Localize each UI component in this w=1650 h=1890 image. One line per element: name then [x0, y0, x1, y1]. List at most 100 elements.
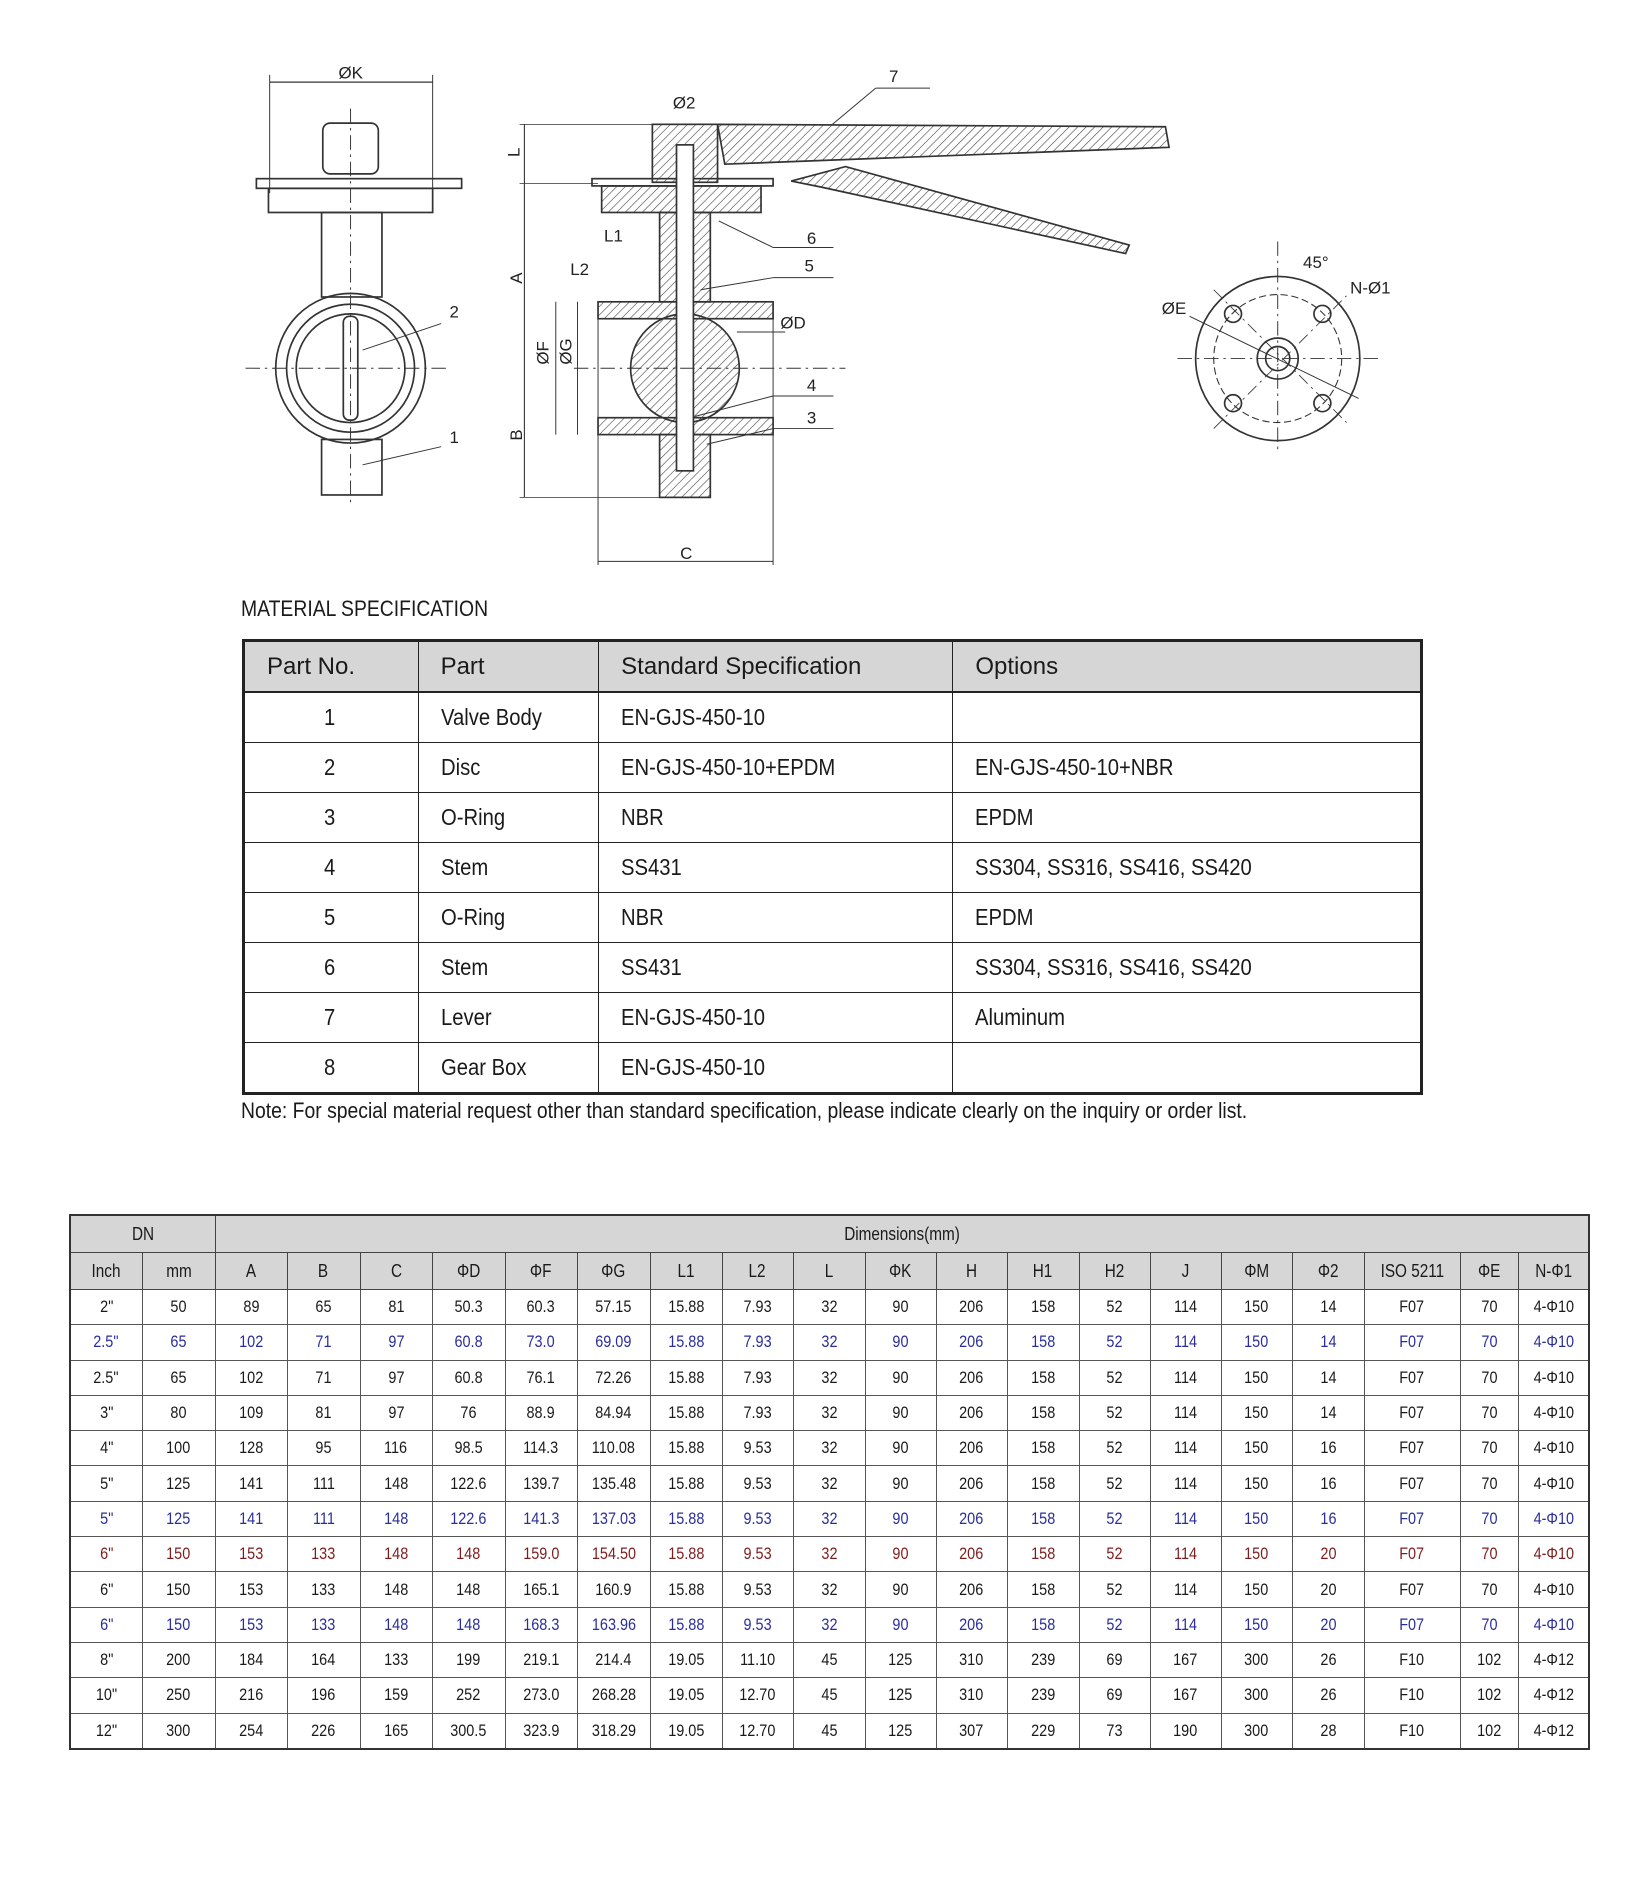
- dimension-cell: 167: [1149, 1641, 1222, 1679]
- dimension-cell: 4-Φ10: [1517, 1500, 1590, 1538]
- dimension-cell: 150: [1220, 1359, 1293, 1396]
- material-row: 4 Stem SS431 SS304, SS316, SS416, SS420: [243, 842, 1422, 893]
- material-spec-title: MATERIAL SPECIFICATION: [241, 596, 489, 621]
- dimension-cell: 7.93: [721, 1288, 794, 1326]
- dimension-cell: 206: [935, 1606, 1008, 1643]
- material-cell: 6: [243, 942, 419, 993]
- dimension-header-cell: A: [214, 1252, 288, 1290]
- svg-text:ØF: ØF: [534, 341, 553, 364]
- dimension-cell: 252: [431, 1677, 506, 1714]
- material-row: 1 Valve Body EN-GJS-450-10: [243, 691, 1422, 743]
- material-row: 7 Lever EN-GJS-450-10 Aluminum: [243, 992, 1422, 1043]
- svg-text:C: C: [680, 544, 692, 563]
- dimension-cell: 57.15: [576, 1288, 651, 1326]
- dimension-cell: 2": [69, 1288, 143, 1326]
- dimension-cell: 11.10: [721, 1641, 794, 1679]
- dimension-cell: 300: [1220, 1677, 1293, 1714]
- dimension-cell: 196: [286, 1677, 361, 1714]
- callout-1: 1: [450, 428, 459, 447]
- dimension-cell: 50.3: [431, 1288, 506, 1326]
- dimension-cell: 150: [1220, 1536, 1293, 1573]
- dimension-cell: 52: [1078, 1571, 1151, 1608]
- dimension-cell: 159: [359, 1677, 433, 1714]
- dimension-cell: 90: [864, 1536, 937, 1573]
- dimension-cell: F10: [1363, 1712, 1461, 1750]
- dimension-cell: 50: [141, 1288, 216, 1326]
- dimension-row: 12" 300 254 226 165 300.5 323.9 318.29 19.05 12.7…: [69, 1712, 1590, 1750]
- dimension-cell: 4-Φ12: [1517, 1712, 1590, 1750]
- dimension-cell: 254: [214, 1712, 288, 1750]
- dimension-header-cell: H: [935, 1252, 1008, 1290]
- dimension-row: 6" 150 153 133 148 148 168.3 163.96 15.88 9.53 32 9…: [69, 1606, 1590, 1643]
- material-row: 3 O-Ring NBR EPDM: [243, 792, 1422, 843]
- dimension-cell: 70: [1459, 1500, 1519, 1538]
- dimension-cell: 165: [359, 1712, 433, 1750]
- dimension-cell: 153: [214, 1571, 288, 1608]
- dimension-cell: 158: [1006, 1359, 1080, 1396]
- callout-6: 6: [807, 229, 816, 248]
- dimension-cell: 102: [214, 1359, 288, 1396]
- dimension-cell: 206: [935, 1500, 1008, 1538]
- dimension-cell: 125: [864, 1712, 937, 1750]
- dimension-cell: 15.88: [649, 1606, 723, 1643]
- dimension-cell: 229: [1006, 1712, 1080, 1750]
- material-cell: 7: [243, 992, 419, 1043]
- dimension-cell: 300: [1220, 1641, 1293, 1679]
- dimension-cell: 26: [1291, 1641, 1365, 1679]
- dimension-cell: 114: [1149, 1465, 1222, 1502]
- dimension-cell: 9.53: [721, 1465, 794, 1502]
- material-header-cell: Standard Specification: [598, 640, 954, 693]
- dimension-cell: 72.26: [576, 1359, 651, 1396]
- dimension-cell: 70: [1459, 1430, 1519, 1467]
- dimension-cell: 7.93: [721, 1359, 794, 1396]
- dimension-cell: 4-Φ10: [1517, 1359, 1590, 1396]
- dimension-header-cell: mm: [141, 1252, 216, 1290]
- dimension-cell: 114: [1149, 1606, 1222, 1643]
- dimension-cell: 4-Φ10: [1517, 1394, 1590, 1432]
- dimension-cell: 70: [1459, 1359, 1519, 1396]
- dimension-cell: 70: [1459, 1536, 1519, 1573]
- material-cell: 5: [243, 892, 419, 943]
- dimension-cell: 114: [1149, 1288, 1222, 1326]
- material-cell: Valve Body: [417, 691, 600, 743]
- material-cell: NBR: [598, 792, 954, 843]
- dimension-cell: 150: [1220, 1465, 1293, 1502]
- dimension-cell: 90: [864, 1606, 937, 1643]
- dimension-header-cell: ΦK: [864, 1252, 937, 1290]
- svg-text:N-Ø1: N-Ø1: [1350, 278, 1390, 297]
- dimension-cell: 141.3: [504, 1500, 578, 1538]
- dimension-cell: 4-Φ10: [1517, 1571, 1590, 1608]
- dimension-row: 6" 150 153 133 148 148 165.1 160.9 15.88 9.53 32 90…: [69, 1571, 1590, 1608]
- dimension-cell: 150: [1220, 1430, 1293, 1467]
- dimension-cell: 15.88: [649, 1465, 723, 1502]
- dimension-cell: 206: [935, 1394, 1008, 1432]
- dimension-cell: 7.93: [721, 1394, 794, 1432]
- dimension-cell: 20: [1291, 1536, 1365, 1573]
- dimension-cell: 32: [792, 1394, 866, 1432]
- dimension-cell: 52: [1078, 1288, 1151, 1326]
- material-cell: 2: [243, 742, 419, 793]
- dimension-cell: 300: [141, 1712, 216, 1750]
- dimension-cell: 168.3: [504, 1606, 578, 1643]
- dimension-cell: 19.05: [649, 1641, 723, 1679]
- material-cell: Lever: [417, 992, 600, 1043]
- dimension-cell: 125: [141, 1500, 216, 1538]
- dimension-cell: 300: [1220, 1712, 1293, 1750]
- dimension-cell: 60.3: [504, 1288, 578, 1326]
- dimension-row: 8" 200 184 164 133 199 219.1 214.4 19.05 11.10 45 1…: [69, 1641, 1590, 1679]
- svg-text:L1: L1: [604, 226, 623, 245]
- dimension-cell: 16: [1291, 1430, 1365, 1467]
- material-cell: EN-GJS-450-10: [598, 1042, 954, 1094]
- dimension-cell: 90: [864, 1359, 937, 1396]
- dimension-cell: 80: [141, 1394, 216, 1432]
- dimension-cell: 97: [359, 1324, 433, 1361]
- svg-text:ØK: ØK: [338, 63, 363, 82]
- dimension-cell: 9.53: [721, 1536, 794, 1573]
- dimension-cell: 8": [69, 1641, 143, 1679]
- dimension-cell: 14: [1291, 1394, 1365, 1432]
- dimension-cell: 148: [359, 1465, 433, 1502]
- material-cell: 1: [243, 691, 419, 743]
- dimension-cell: 150: [141, 1606, 216, 1643]
- dimension-cell: 4-Φ10: [1517, 1324, 1590, 1361]
- dimension-cell: 89: [214, 1288, 288, 1326]
